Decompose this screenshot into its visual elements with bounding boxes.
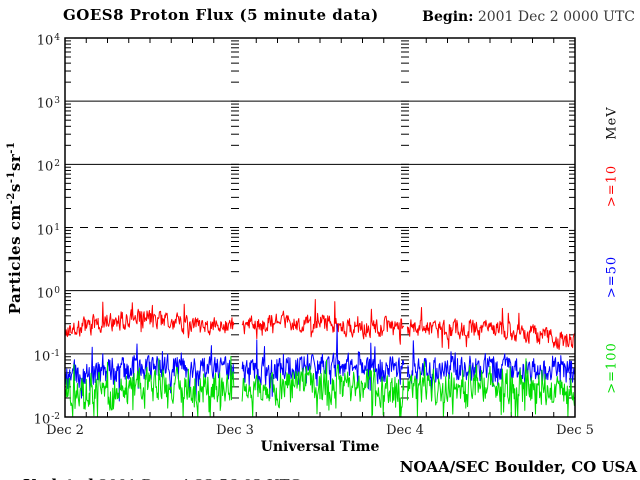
series-label-ge10: >=10	[604, 164, 620, 208]
series-label-ge50: >=50	[604, 255, 620, 299]
y-tick-label: 101	[36, 222, 60, 238]
y-tick-label: 10-2	[33, 412, 60, 428]
y-tick-label: 104	[36, 33, 60, 49]
units-label-mev: MeV	[604, 106, 620, 140]
updated-value: 2001 Dec 4 23:56:03 UTC	[94, 476, 301, 480]
y-tick-label: 100	[36, 285, 60, 301]
x-tick-label: Dec 4	[386, 423, 424, 438]
begin-timestamp: Begin: 2001 Dec 2 0000 UTC	[422, 9, 635, 25]
begin-label: Begin:	[422, 9, 474, 25]
series-label-ge100: >=100	[604, 342, 620, 394]
y-tick-label: 102	[36, 159, 60, 175]
y-tick-label: 103	[36, 96, 60, 112]
y-tick-label: 10-1	[33, 348, 60, 365]
updated-timestamp: Updated 2001 Dec 4 23:56:03 UTC	[4, 458, 301, 480]
page-title: GOES8 Proton Flux (5 minute data)	[63, 6, 379, 24]
x-tick-label: Dec 3	[216, 423, 254, 438]
x-tick-label: Dec 5	[556, 423, 594, 438]
updated-label: Updated	[23, 476, 94, 480]
x-tick-label: Dec 2	[46, 423, 84, 438]
credit-text: NOAA/SEC Boulder, CO USA	[399, 458, 637, 476]
x-axis-title: Universal Time	[260, 439, 380, 455]
begin-value: 2001 Dec 2 0000 UTC	[477, 9, 635, 25]
